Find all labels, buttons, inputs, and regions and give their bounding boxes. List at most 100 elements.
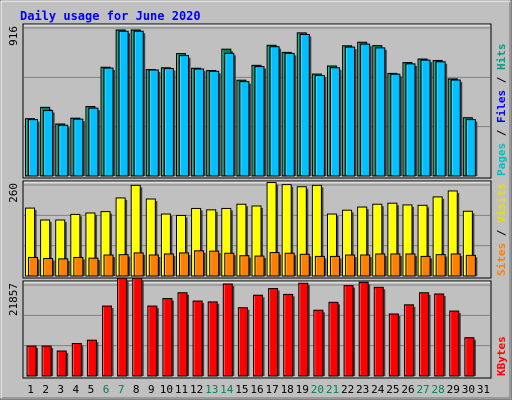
day-label: 23 — [356, 383, 369, 396]
bar-files — [148, 69, 159, 177]
bar-sites — [390, 253, 401, 277]
bar-kbytes — [373, 286, 384, 377]
axis-legend-part: / — [495, 70, 508, 90]
bar-sites — [254, 255, 265, 277]
bar-files — [329, 67, 340, 177]
bar-files — [314, 75, 325, 177]
bar-sites — [360, 254, 371, 277]
day-label: 21 — [326, 383, 339, 396]
bar-sites — [329, 255, 340, 277]
bar-sites — [209, 250, 220, 277]
day-label: 19 — [296, 383, 309, 396]
bar-files — [209, 70, 220, 177]
axis-legend-part: Hits — [495, 44, 508, 71]
bar-kbytes — [313, 309, 324, 377]
bar-kbytes — [358, 281, 369, 377]
day-label: 24 — [371, 383, 385, 396]
bar-kbytes — [177, 292, 188, 377]
bar-kbytes — [222, 283, 233, 377]
bar-kbytes — [26, 345, 37, 377]
day-axis: 1 2 3 4 5 6 7 8 9 10 11 12 13 14 15 16 17 18 19 20 21 22 23 24 2… — [27, 383, 490, 396]
bar-sites — [73, 256, 84, 277]
bar-files — [450, 79, 461, 177]
bar-kbytes — [162, 298, 173, 377]
bar-files — [118, 30, 129, 177]
bar-sites — [314, 255, 325, 277]
bar-files — [465, 119, 476, 177]
axis-legend-part: Pages — [495, 143, 508, 176]
axis-legend-part: Sites — [495, 243, 508, 276]
bar-files — [375, 47, 386, 177]
day-label: 30 — [462, 383, 475, 396]
panel-visits-sites: 260 Sites / Visits — [7, 180, 508, 279]
day-label: 11 — [175, 383, 188, 396]
bar-sites — [345, 254, 356, 277]
axis-legend: KBytes — [495, 336, 508, 376]
day-label: 9 — [148, 383, 155, 396]
bar-sites — [133, 252, 144, 277]
bar-sites — [43, 258, 54, 277]
panel-kbytes: 21857 KBytes — [7, 277, 508, 379]
bar-files — [435, 61, 446, 177]
bar-kbytes — [283, 293, 294, 377]
bar-kbytes — [132, 277, 143, 377]
bar-sites — [28, 256, 39, 277]
ymax-label: 260 — [7, 183, 20, 203]
bar-sites — [465, 254, 476, 277]
day-label: 27 — [416, 383, 429, 396]
bar-files — [284, 52, 295, 177]
bar-sites — [224, 252, 235, 277]
day-label: 10 — [160, 383, 173, 396]
bar-files — [224, 52, 235, 177]
bar-sites — [88, 257, 99, 277]
bar-kbytes — [388, 313, 399, 377]
bar-sites — [179, 252, 190, 277]
bar-kbytes — [268, 288, 279, 377]
day-label: 3 — [57, 383, 64, 396]
bar-sites — [405, 253, 416, 277]
day-label: 20 — [311, 383, 324, 396]
bar-files — [43, 110, 54, 177]
bar-kbytes — [449, 310, 460, 377]
axis-legend-part: / — [495, 223, 508, 243]
day-label: 12 — [190, 383, 203, 396]
day-label: 13 — [205, 383, 218, 396]
bar-sites — [269, 252, 280, 277]
bar-kbytes — [86, 339, 97, 377]
day-label: 26 — [401, 383, 414, 396]
chart-title: Daily usage for June 2020 — [20, 9, 201, 23]
axis-legend-part: / — [495, 123, 508, 143]
bar-kbytes — [343, 285, 354, 377]
bar-files — [88, 107, 99, 177]
day-label: 14 — [220, 383, 234, 396]
bar-sites — [58, 258, 69, 277]
bar-kbytes — [419, 292, 430, 377]
bar-kbytes — [328, 301, 339, 377]
day-label: 4 — [73, 383, 80, 396]
day-label: 22 — [341, 383, 354, 396]
axis-legend: Sites / Visits — [495, 183, 508, 276]
bar-files — [299, 33, 310, 177]
bar-files — [239, 81, 250, 177]
bar-kbytes — [56, 350, 67, 377]
day-label: 1 — [27, 383, 34, 396]
day-label: 18 — [281, 383, 294, 396]
day-label: 17 — [265, 383, 278, 396]
bar-files — [58, 124, 69, 177]
bar-files — [420, 59, 431, 177]
axis-legend-part: KBytes — [495, 336, 508, 376]
bar-sites — [450, 253, 461, 277]
day-label: 25 — [386, 383, 399, 396]
bar-kbytes — [192, 300, 203, 377]
ymax-label: 916 — [7, 26, 20, 46]
bar-kbytes — [253, 294, 263, 377]
day-label: 29 — [447, 383, 460, 396]
bar-sites — [299, 253, 310, 277]
bar-kbytes — [147, 305, 158, 377]
bar-sites — [239, 255, 250, 277]
bar-files — [133, 30, 144, 177]
bar-files — [103, 67, 114, 177]
bar-sites — [375, 253, 386, 277]
bar-files — [28, 119, 39, 177]
